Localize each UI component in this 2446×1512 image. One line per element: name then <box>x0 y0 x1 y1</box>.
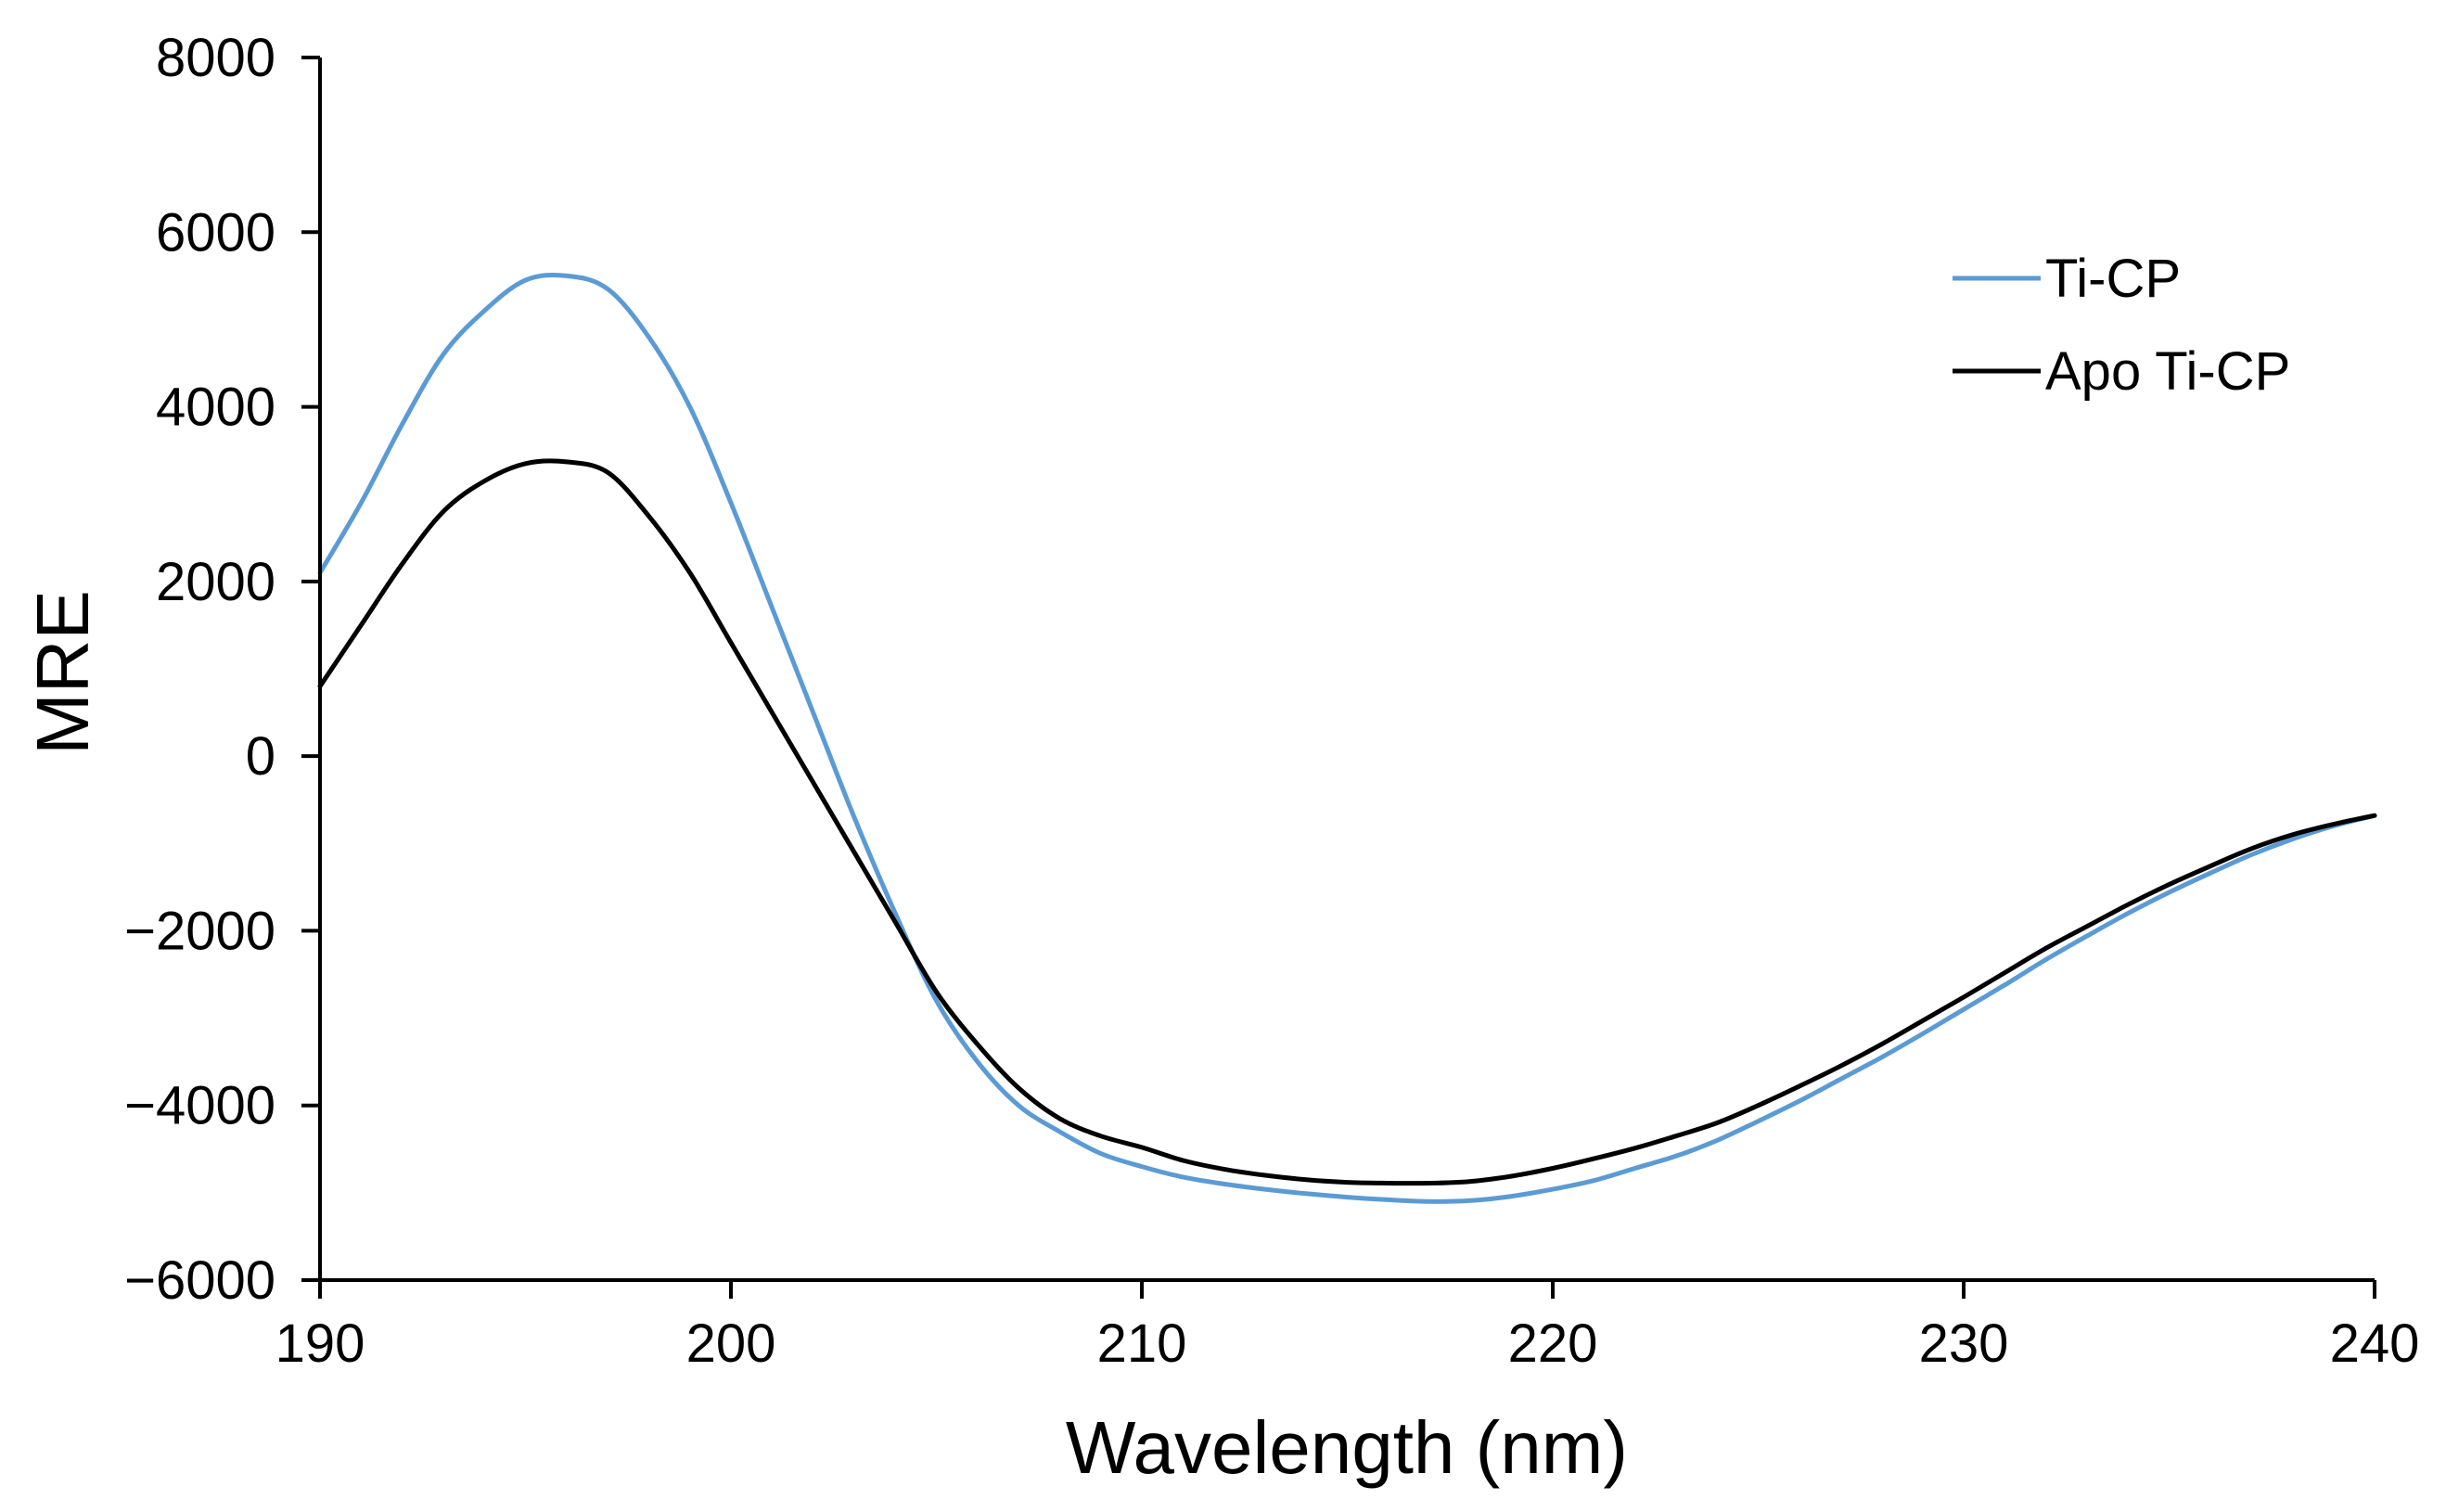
y-tick-label: 2000 <box>156 552 275 612</box>
y-tick-label: 0 <box>246 726 275 787</box>
legend-label-ti-cp: Ti-CP <box>2045 249 2181 309</box>
x-axis-title: Wavelength (nm) <box>1066 1406 1628 1489</box>
y-tick-label: −6000 <box>124 1250 275 1311</box>
x-tick-label: 190 <box>275 1313 365 1374</box>
y-axis-ticks: 8000 6000 4000 2000 0 −2000 −4000 −6000 <box>124 28 320 1311</box>
x-tick-label: 220 <box>1508 1313 1598 1374</box>
series-line-apo-ti-cp <box>317 458 2377 1186</box>
legend: Ti-CP Apo Ti-CP <box>1953 249 2290 402</box>
x-tick-label: 200 <box>686 1313 776 1374</box>
y-tick-label: 8000 <box>156 28 275 88</box>
y-tick-label: 4000 <box>156 378 275 438</box>
y-tick-label: 6000 <box>156 202 275 263</box>
series-line-ti-cp <box>317 273 2377 1204</box>
legend-label-apo-ti-cp: Apo Ti-CP <box>2045 341 2290 402</box>
y-tick-label: −2000 <box>124 901 275 961</box>
x-axis-ticks: 190 200 210 220 230 240 <box>275 1280 2420 1374</box>
x-tick-label: 230 <box>1919 1313 2009 1374</box>
x-tick-label: 210 <box>1097 1313 1187 1374</box>
x-tick-label: 240 <box>2330 1313 2420 1374</box>
y-axis-title: MRE <box>21 590 104 755</box>
series-layer <box>317 273 2377 1204</box>
y-tick-label: −4000 <box>124 1076 275 1136</box>
